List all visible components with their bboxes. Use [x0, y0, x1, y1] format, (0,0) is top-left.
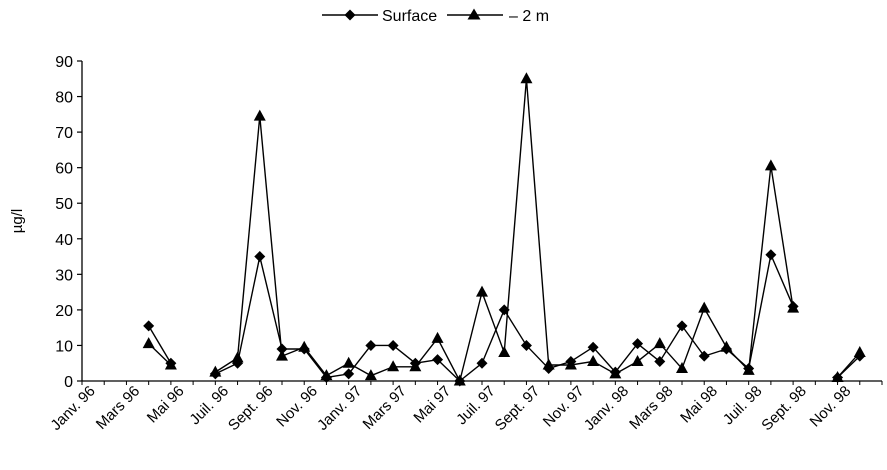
y-tick-label: 20 [55, 303, 73, 320]
data-point-2-m [231, 351, 244, 363]
data-point-2-m [787, 301, 800, 313]
data-point-2-m [564, 358, 577, 370]
data-point-2-m [409, 360, 422, 372]
data-point-2-m [253, 109, 266, 121]
legend-2m-label: – 2 m [509, 8, 549, 25]
data-point-2-m [653, 337, 666, 349]
x-tick-label: Sept. 98 [758, 383, 810, 435]
data-point-surface [520, 339, 532, 351]
legend-surface-marker [344, 9, 356, 21]
data-point-2-m [298, 340, 311, 352]
data-point-surface [698, 350, 710, 362]
data-point-2-m [142, 337, 155, 349]
data-point-2-m [320, 369, 333, 381]
x-tick-label: Mai 98 [677, 383, 721, 427]
data-point-surface [254, 251, 266, 263]
x-tick-label: Sept. 96 [225, 383, 277, 435]
x-tick-label: Nov. 96 [273, 383, 321, 431]
y-tick-label: 30 [55, 267, 73, 284]
data-point-2-m [742, 363, 755, 375]
legend-2m-marker [467, 8, 481, 20]
y-tick-label: 80 [55, 90, 73, 107]
data-point-2-m [831, 370, 844, 382]
y-tick-label: 60 [55, 161, 73, 178]
x-tick-label: Janv. 98 [581, 383, 632, 434]
data-point-2-m [587, 354, 600, 366]
x-tick-label: Nov. 97 [540, 383, 588, 431]
y-tick-label: 40 [55, 232, 73, 249]
data-point-2-m [164, 358, 177, 370]
data-point-2-m [609, 367, 622, 379]
data-point-2-m [209, 365, 222, 377]
data-point-surface [476, 357, 488, 369]
series-layer [142, 72, 866, 387]
y-tick-label: 10 [55, 338, 73, 355]
y-axis-title: µg/l [9, 209, 26, 234]
data-point-2-m [387, 360, 400, 372]
axes [81, 61, 882, 382]
data-point-2-m [698, 301, 711, 313]
data-point-surface [365, 339, 377, 351]
data-point-2-m [453, 374, 466, 386]
data-point-2-m [720, 340, 733, 352]
data-point-2-m [342, 356, 355, 368]
y-tick-label: 0 [64, 374, 73, 391]
data-point-2-m [498, 346, 511, 358]
data-point-2-m [542, 358, 555, 370]
series-line-surface [215, 254, 794, 382]
legend-surface-label: Surface [382, 8, 437, 25]
data-point-surface [343, 368, 355, 380]
x-tick-label: Janv. 96 [47, 383, 98, 434]
x-tick-label: Janv. 97 [314, 383, 365, 434]
x-tick-label: Mars 96 [93, 383, 143, 433]
data-point-surface [387, 339, 399, 351]
data-point-2-m [764, 159, 777, 171]
y-tick-label: 50 [55, 196, 73, 213]
series-line-2-m [214, 78, 794, 382]
series-surface [143, 249, 866, 387]
x-tick-label: Sept. 97 [492, 383, 544, 435]
legend: Surface – 2 m [322, 8, 549, 25]
y-ticks: 0 10 20 30 40 50 60 70 80 90 [55, 54, 82, 391]
data-point-surface [432, 354, 444, 366]
x-tick-label: Mars 97 [360, 383, 410, 433]
y-tick-label: 70 [55, 125, 73, 142]
x-tick-label: Mai 97 [410, 383, 454, 427]
x-tick-label: Nov. 98 [807, 383, 855, 431]
data-point-surface [632, 338, 644, 350]
x-tick-label: Mars 98 [626, 383, 676, 433]
data-point-2-m [631, 354, 644, 366]
data-point-2-m [853, 346, 866, 358]
series-line-surface [148, 325, 172, 364]
x-tick-label: Mai 96 [144, 383, 188, 427]
data-point-2-m [676, 362, 688, 374]
data-point-2-m [431, 331, 444, 343]
data-point-surface [654, 355, 666, 367]
data-point-2-m [476, 285, 488, 297]
y-tick-label: 90 [55, 54, 73, 71]
data-point-surface [143, 320, 155, 332]
data-point-2-m [276, 349, 288, 361]
data-point-surface [676, 320, 688, 332]
data-point-2-m [520, 72, 533, 84]
data-point-surface [587, 341, 599, 353]
data-point-2-m [364, 369, 377, 381]
series-2-m [142, 72, 866, 386]
data-point-surface [765, 249, 777, 261]
